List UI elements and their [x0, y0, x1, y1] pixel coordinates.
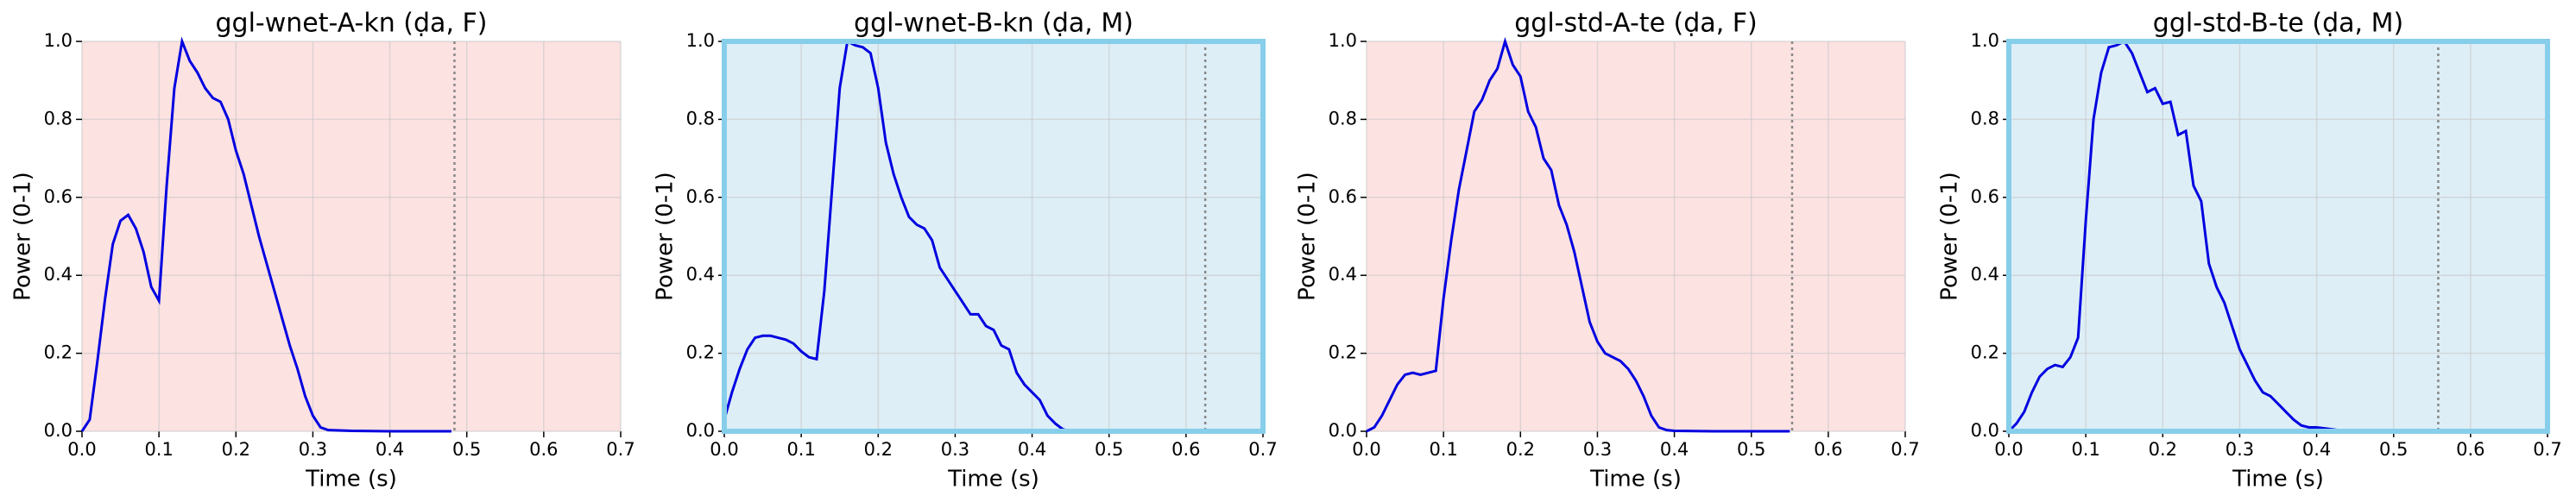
y-tick-label: 0.4	[686, 264, 715, 285]
x-tick-label: 0.2	[222, 439, 250, 460]
y-tick-label: 0.2	[1971, 342, 1999, 363]
y-axis-label: Power (0-1)	[1295, 172, 1321, 301]
y-tick-label: 0.8	[1329, 108, 1357, 129]
x-tick-label: 0.0	[1994, 439, 2023, 460]
x-tick-label: 0.3	[299, 439, 327, 460]
x-tick-label: 0.1	[786, 439, 815, 460]
x-tick-label: 0.0	[710, 439, 738, 460]
plot-background	[2009, 41, 2548, 431]
x-tick-label: 0.6	[1171, 439, 1200, 460]
y-tick-label: 0.2	[686, 342, 715, 363]
x-tick-label: 0.5	[1737, 439, 1765, 460]
x-tick-label: 0.1	[1429, 439, 1457, 460]
y-tick-label: 0.2	[1329, 342, 1357, 363]
x-tick-label: 0.3	[941, 439, 969, 460]
y-tick-label: 1.0	[1329, 30, 1357, 51]
x-tick-label: 0.2	[864, 439, 893, 460]
y-tick-label: 0.4	[1971, 264, 1999, 285]
y-tick-label: 1.0	[686, 30, 715, 51]
x-tick-label: 0.6	[2456, 439, 2484, 460]
x-tick-label: 0.6	[1814, 439, 1842, 460]
x-axis-label: Time (s)	[305, 467, 397, 493]
x-tick-label: 0.2	[2149, 439, 2177, 460]
y-tick-label: 0.2	[44, 342, 73, 363]
y-tick-label: 0.4	[44, 264, 73, 285]
y-tick-label: 0.6	[44, 186, 73, 207]
y-tick-label: 0.4	[1329, 264, 1357, 285]
chart-title: ggl-std-B-te (ḍa, M)	[2153, 9, 2403, 39]
x-tick-label: 0.6	[529, 439, 558, 460]
x-tick-label: 0.5	[1095, 439, 1123, 460]
x-tick-label: 0.5	[452, 439, 481, 460]
y-tick-label: 0.6	[1329, 186, 1357, 207]
y-tick-label: 0.6	[1971, 186, 1999, 207]
chart-title: ggl-wnet-A-kn (ḍa, F)	[216, 9, 488, 39]
y-tick-label: 0.0	[686, 420, 715, 441]
plot-background	[1367, 41, 1905, 431]
x-tick-label: 0.3	[1583, 439, 1612, 460]
x-tick-label: 0.4	[1018, 439, 1046, 460]
x-tick-label: 0.5	[2379, 439, 2408, 460]
x-tick-label: 0.0	[67, 439, 96, 460]
chart-title: ggl-wnet-B-kn (ḍa, M)	[854, 9, 1133, 39]
x-tick-label: 0.7	[1891, 439, 1919, 460]
x-axis-label: Time (s)	[947, 467, 1039, 493]
x-tick-label: 0.7	[606, 439, 635, 460]
frame	[2006, 39, 2550, 434]
y-axis-label: Power (0-1)	[1937, 172, 1963, 301]
y-tick-label: 0.0	[1971, 420, 1999, 441]
y-tick-label: 1.0	[1971, 30, 1999, 51]
y-axis-label: Power (0-1)	[653, 172, 679, 301]
frame	[722, 39, 1266, 434]
x-tick-label: 0.2	[1506, 439, 1535, 460]
x-axis-label: Time (s)	[2232, 467, 2324, 493]
power-line	[723, 39, 1071, 433]
x-tick-label: 0.1	[2071, 439, 2099, 460]
plot-background	[724, 41, 1263, 431]
power-line	[80, 36, 451, 433]
x-tick-label: 0.7	[2533, 439, 2561, 460]
y-tick-label: 0.0	[1329, 420, 1357, 441]
y-tick-label: 1.0	[44, 30, 73, 51]
x-tick-label: 0.0	[1352, 439, 1380, 460]
y-tick-label: 0.8	[44, 108, 73, 129]
chart-title: ggl-std-A-te (ḍa, F)	[1514, 9, 1757, 39]
x-tick-label: 0.4	[1660, 439, 1689, 460]
x-tick-label: 0.4	[376, 439, 404, 460]
y-tick-label: 0.6	[686, 186, 715, 207]
power-line	[2007, 40, 2348, 433]
x-axis-label: Time (s)	[1589, 467, 1682, 493]
x-tick-label: 0.1	[144, 439, 173, 460]
x-tick-label: 0.7	[1248, 439, 1277, 460]
y-axis-label: Power (0-1)	[10, 172, 36, 301]
y-tick-label: 0.8	[686, 108, 715, 129]
power-line	[1366, 36, 1790, 433]
x-tick-label: 0.3	[2226, 439, 2254, 460]
x-tick-label: 0.4	[2302, 439, 2331, 460]
y-tick-label: 0.8	[1971, 108, 1999, 129]
y-tick-label: 0.0	[44, 420, 73, 441]
